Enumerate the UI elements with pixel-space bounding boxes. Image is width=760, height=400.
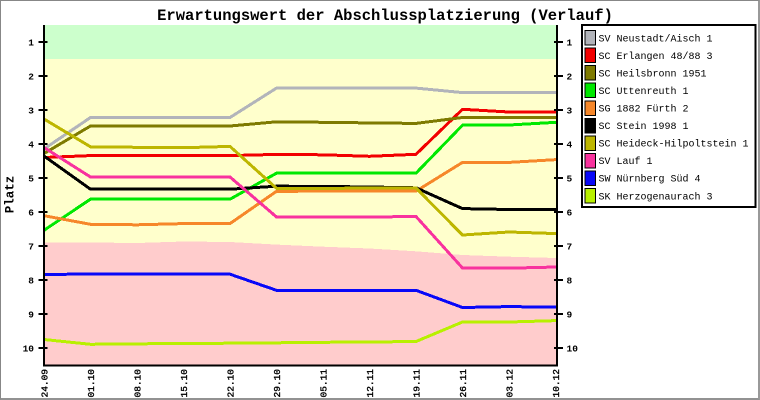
svg-text:10: 10 bbox=[567, 344, 579, 355]
svg-text:29.10: 29.10 bbox=[272, 369, 283, 398]
svg-text:8: 8 bbox=[567, 276, 573, 287]
svg-text:SV Neustadt/Aisch 1: SV Neustadt/Aisch 1 bbox=[599, 33, 713, 45]
svg-text:SC Stein 1998 1: SC Stein 1998 1 bbox=[599, 121, 689, 133]
svg-text:3: 3 bbox=[567, 105, 573, 116]
svg-text:22.10: 22.10 bbox=[226, 369, 237, 398]
svg-text:SG 1882 Fürth 2: SG 1882 Fürth 2 bbox=[599, 104, 689, 116]
svg-text:1: 1 bbox=[567, 37, 573, 48]
svg-text:SC Heideck-Hilpoltstein 1: SC Heideck-Hilpoltstein 1 bbox=[599, 139, 749, 151]
svg-text:SC Uttenreuth 1: SC Uttenreuth 1 bbox=[599, 86, 689, 98]
svg-text:2: 2 bbox=[28, 71, 34, 82]
svg-text:SC Erlangen 48/88 3: SC Erlangen 48/88 3 bbox=[599, 51, 713, 63]
svg-text:5: 5 bbox=[28, 173, 34, 184]
svg-text:3: 3 bbox=[28, 105, 34, 116]
svg-text:6: 6 bbox=[28, 208, 34, 219]
svg-text:8: 8 bbox=[28, 276, 34, 287]
svg-text:12.11: 12.11 bbox=[365, 369, 376, 398]
svg-text:SW Nürnberg Süd 4: SW Nürnberg Süd 4 bbox=[599, 174, 701, 186]
svg-text:03.12: 03.12 bbox=[505, 369, 516, 398]
svg-text:05.11: 05.11 bbox=[319, 369, 330, 398]
svg-text:7: 7 bbox=[28, 242, 34, 253]
svg-text:4: 4 bbox=[28, 139, 34, 150]
svg-text:5: 5 bbox=[567, 173, 573, 184]
svg-text:10.12: 10.12 bbox=[551, 369, 562, 398]
svg-text:10: 10 bbox=[23, 344, 35, 355]
svg-text:26.11: 26.11 bbox=[458, 369, 469, 398]
svg-text:08.10: 08.10 bbox=[133, 369, 144, 398]
svg-text:SV Lauf 1: SV Lauf 1 bbox=[599, 156, 653, 168]
svg-text:9: 9 bbox=[28, 310, 34, 321]
svg-text:2: 2 bbox=[567, 71, 573, 82]
svg-text:1: 1 bbox=[28, 37, 34, 48]
svg-text:19.11: 19.11 bbox=[412, 369, 423, 398]
svg-text:Platz: Platz bbox=[4, 176, 18, 214]
svg-text:7: 7 bbox=[567, 242, 573, 253]
svg-text:6: 6 bbox=[567, 208, 573, 219]
svg-text:SK Herzogenaurach 3: SK Herzogenaurach 3 bbox=[599, 191, 713, 203]
svg-text:Erwartungswert der Abschlusspl: Erwartungswert der Abschlussplatzierung … bbox=[157, 7, 613, 25]
svg-text:01.10: 01.10 bbox=[86, 369, 97, 398]
svg-text:24.09: 24.09 bbox=[40, 369, 51, 398]
svg-text:4: 4 bbox=[567, 139, 573, 150]
svg-text:15.10: 15.10 bbox=[179, 369, 190, 398]
svg-text:SC Heilsbronn 1951: SC Heilsbronn 1951 bbox=[599, 68, 707, 80]
svg-text:9: 9 bbox=[567, 310, 573, 321]
